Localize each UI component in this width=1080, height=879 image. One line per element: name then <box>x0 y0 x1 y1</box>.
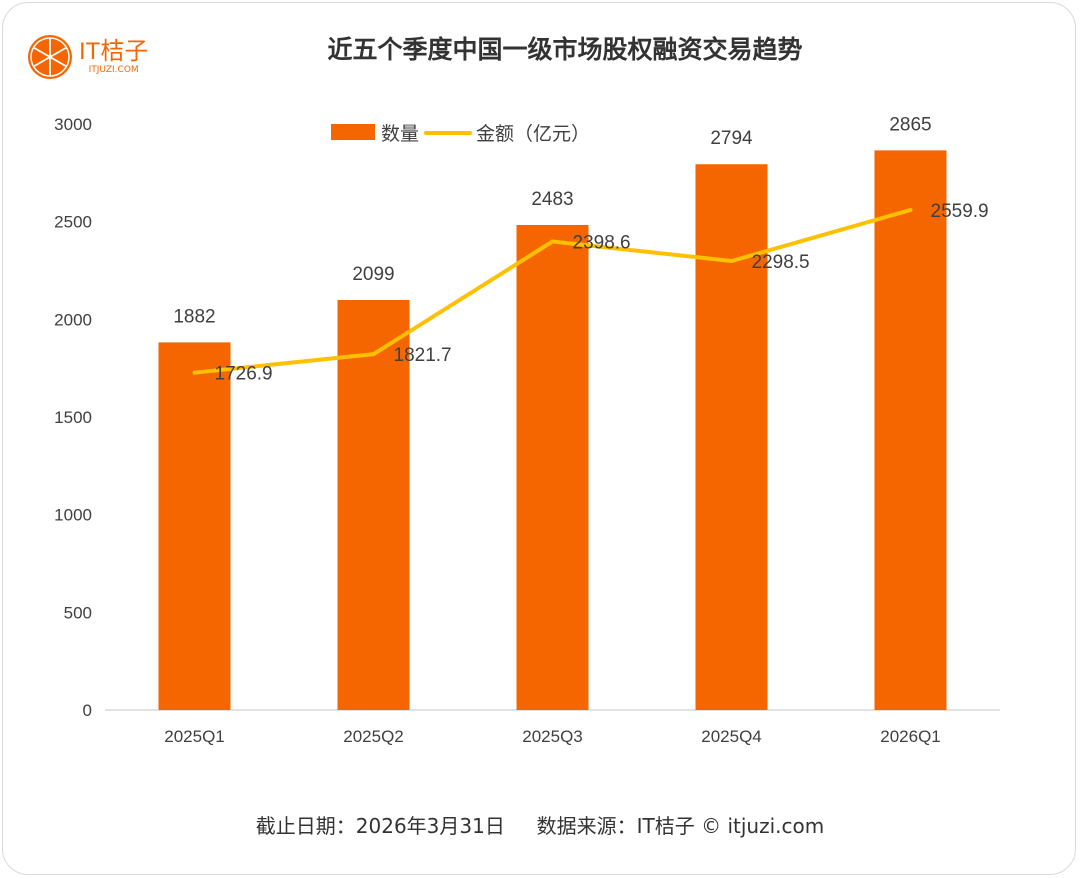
y-tick-label: 1000 <box>54 506 92 525</box>
logo-name: IT桔子 <box>79 37 149 65</box>
y-tick-label: 0 <box>83 701 92 720</box>
orange-slice-icon <box>28 35 72 79</box>
x-tick-label: 2025Q2 <box>343 727 404 746</box>
bar <box>158 342 231 710</box>
bar-data-label: 2865 <box>889 114 931 135</box>
x-tick-label: 2026Q1 <box>880 727 941 746</box>
bar <box>695 164 768 711</box>
logo-domain: ITJUZI.COM <box>88 64 139 75</box>
y-tick-label: 2000 <box>54 310 92 329</box>
line-point <box>550 239 555 244</box>
line-point <box>729 259 734 264</box>
x-tick-label: 2025Q1 <box>164 727 225 746</box>
y-tick-label: 2500 <box>54 213 92 232</box>
line-data-label: 2398.6 <box>573 232 631 253</box>
y-tick-label: 3000 <box>54 115 92 134</box>
legend-bar-label: 数量 <box>381 123 419 145</box>
chart-title: 近五个季度中国一级市场股权融资交易趋势 <box>327 35 803 64</box>
x-tick-label: 2025Q3 <box>522 727 583 746</box>
bar <box>874 150 947 710</box>
line-data-label: 2559.9 <box>931 201 989 222</box>
x-tick-label: 2025Q4 <box>701 727 762 746</box>
bar <box>337 299 410 710</box>
bar-data-label: 1882 <box>173 306 215 327</box>
line-point <box>371 352 376 357</box>
bar-data-label: 2099 <box>352 264 394 285</box>
bar <box>516 224 589 710</box>
legend-bar-swatch <box>331 124 375 140</box>
bar-data-label: 2483 <box>531 189 573 210</box>
bar-data-label: 2794 <box>710 128 753 149</box>
line-point <box>908 207 913 212</box>
y-tick-label: 1500 <box>54 408 92 427</box>
line-data-label: 2298.5 <box>752 252 810 273</box>
footer-note: 截止日期：2026年3月31日 数据来源：IT桔子 © itjuzi.com <box>255 814 825 838</box>
legend-line-label: 金额（亿元） <box>476 123 590 145</box>
line-point <box>192 370 197 375</box>
y-tick-label: 500 <box>64 603 92 622</box>
line-data-label: 1726.9 <box>215 364 273 385</box>
line-data-label: 1821.7 <box>394 345 452 366</box>
logo: IT桔子 ITJUZI.COM <box>27 34 148 80</box>
